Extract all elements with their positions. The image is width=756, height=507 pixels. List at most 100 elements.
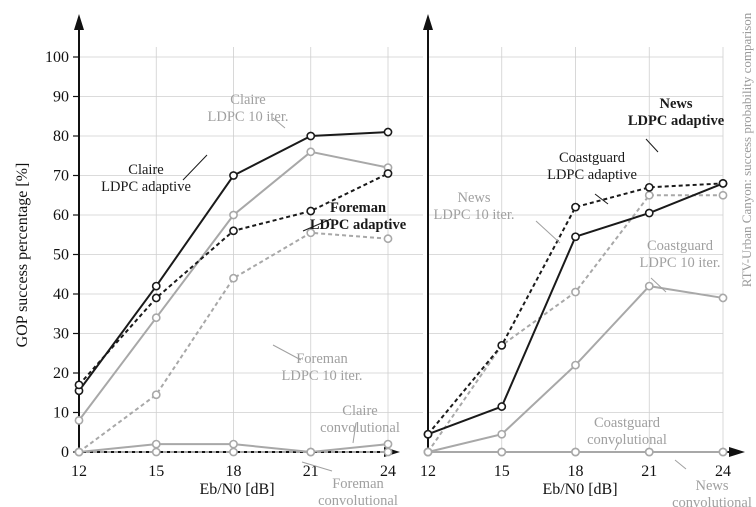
annotation-line: Claire: [128, 162, 163, 178]
data-point-claire-ldpc-10-iter-15: [151, 313, 161, 323]
data-point-news-ldpc-10-iter-18: [571, 287, 580, 297]
y-tick-label-70: 70: [53, 168, 69, 185]
y-tick-label-10: 10: [53, 405, 69, 422]
grid: [428, 47, 724, 452]
data-point-foreman-ldpc-10-iter-18: [229, 273, 238, 283]
annotation-leader: [674, 459, 687, 470]
data-point-claire-ldpc-10-iter-12: [74, 415, 84, 425]
data-point-claire-ldpc-adaptive-18: [229, 171, 238, 180]
data-point-news-convolutional-15: [497, 447, 507, 457]
y-tick-label-20: 20: [53, 365, 69, 382]
x-tick-label-12: 12: [71, 463, 87, 480]
y-tick-label-30: 30: [53, 326, 69, 343]
data-point-coastguard-ldpc-adaptive-24: [718, 178, 728, 188]
data-point-claire-convolutional-15: [151, 439, 161, 449]
y-axis-arrow: [74, 14, 84, 30]
annotation-news-convolutional: News convolutional: [672, 478, 752, 507]
data-point-claire-ldpc-10-iter-18: [229, 210, 238, 220]
annotation-news-ldpc-adaptive: News LDPC adaptive: [628, 96, 725, 129]
data-point-coastguard-ldpc-adaptive-15: [497, 402, 507, 411]
annotation-coastguard-ldpc-adaptive: Coastguard LDPC adaptive: [547, 150, 637, 183]
annotation-line: Foreman: [332, 476, 384, 492]
data-point-foreman-convolutional-24: [383, 447, 393, 457]
annotation-leader: [272, 344, 302, 361]
annotation-line: convolutional: [318, 493, 398, 507]
data-point-foreman-convolutional-21: [306, 447, 316, 457]
data-point-coastguard-ldpc-adaptive-18: [571, 232, 580, 242]
annotation-line: convolutional: [587, 432, 667, 448]
annotation-line: News: [659, 96, 692, 112]
annotation-foreman-ldpc-10-iter: Foreman LDPC 10 iter.: [282, 351, 363, 384]
annotation-leader: [182, 154, 208, 181]
annotation-line: LDPC adaptive: [310, 217, 407, 233]
y-tick-label-80: 80: [53, 128, 69, 145]
annotation-leader: [272, 117, 286, 129]
data-point-foreman-convolutional-18: [229, 447, 238, 457]
annotation-line: Foreman: [296, 351, 348, 367]
annotation-foreman-ldpc-adaptive: Foreman LDPC adaptive: [310, 200, 407, 233]
x-tick-label-24: 24: [715, 463, 731, 480]
x-tick-label-15: 15: [148, 463, 164, 480]
data-point-foreman-ldpc-adaptive-18: [229, 226, 238, 236]
data-point-coastguard-ldpc-adaptive-12: [423, 429, 433, 439]
annotation-news-ldpc-10-iter: News LDPC 10 iter.: [434, 190, 515, 223]
data-point-foreman-convolutional-12: [74, 447, 84, 457]
side-note: RTV-Urban Canyon: success probability co…: [739, 12, 754, 287]
x-tick-label-12: 12: [420, 463, 436, 480]
annotation-leader: [301, 461, 333, 472]
annotation-line: Coastguard: [594, 415, 661, 431]
annotation-line: LDPC adaptive: [628, 113, 725, 129]
data-point-coastguard-ldpc-10-iter-18: [571, 360, 580, 370]
data-point-coastguard-ldpc-10-iter-15: [497, 429, 507, 439]
data-point-news-ldpc-adaptive-18: [571, 202, 580, 212]
x-tick-label-18: 18: [568, 463, 584, 480]
data-point-claire-ldpc-10-iter-21: [306, 147, 316, 157]
data-point-coastguard-ldpc-10-iter-21: [644, 281, 654, 291]
data-point-foreman-ldpc-adaptive-15: [151, 293, 161, 303]
data-point-news-convolutional-12: [423, 447, 433, 457]
annotation-line: Coastguard: [559, 150, 626, 166]
data-point-foreman-ldpc-10-iter-21: [306, 228, 316, 238]
y-axis-arrow: [423, 14, 433, 30]
data-point-claire-ldpc-adaptive-15: [151, 281, 161, 291]
data-point-news-convolutional-24: [718, 447, 728, 457]
data-point-claire-ldpc-adaptive-21: [306, 131, 316, 141]
data-point-foreman-convolutional-15: [151, 447, 161, 457]
annotation-line: LDPC adaptive: [547, 167, 637, 183]
x-axis-label-1: Eb/N0 [dB]: [199, 481, 274, 498]
annotation-line: LDPC 10 iter.: [208, 109, 289, 125]
annotation-line: convolutional: [672, 495, 752, 507]
y-tick-label-100: 100: [45, 49, 69, 66]
series-line-news-ldpc-adaptive: [427, 182, 724, 435]
annotation-claire-convolutional: Claire convolutional: [320, 403, 400, 436]
annotation-leader: [302, 218, 332, 232]
x-tick-label-21: 21: [641, 463, 657, 480]
axes: 12 15 18 21 24 Eb/N0 [dB]: [420, 14, 745, 498]
annotation-line: LDPC 10 iter.: [282, 368, 363, 384]
grid: [79, 47, 423, 452]
annotation-line: Foreman: [330, 200, 386, 216]
annotation-line: Coastguard: [647, 238, 714, 254]
data-point-foreman-ldpc-10-iter-24: [383, 234, 393, 244]
x-tick-label-21: 21: [303, 463, 319, 480]
annotation-coastguard-convolutional: Coastguard convolutional: [587, 415, 667, 448]
annotation-claire-ldpc-adaptive: Claire LDPC adaptive: [101, 162, 191, 195]
x-axis-label-2: Eb/N0 [dB]: [542, 481, 617, 498]
annotation-line: LDPC 10 iter.: [640, 255, 721, 271]
data-point-news-convolutional-21: [644, 447, 654, 457]
annotation-leader: [650, 277, 667, 293]
y-axis-label: GOP success percentage [%]: [14, 163, 31, 348]
data-point-foreman-ldpc-10-iter-15: [151, 390, 161, 400]
annotation-leader: [594, 193, 609, 205]
series: [74, 127, 393, 457]
data-point-claire-convolutional-18: [229, 439, 238, 449]
y-tick-label-50: 50: [53, 247, 69, 264]
annotation-foreman-convolutional: Foreman convolutional: [318, 476, 398, 507]
annotation-line: Claire: [342, 403, 377, 419]
annotation-line: Claire: [230, 92, 265, 108]
data-point-news-ldpc-adaptive-21: [644, 182, 654, 192]
data-point-coastguard-ldpc-adaptive-21: [644, 208, 654, 218]
